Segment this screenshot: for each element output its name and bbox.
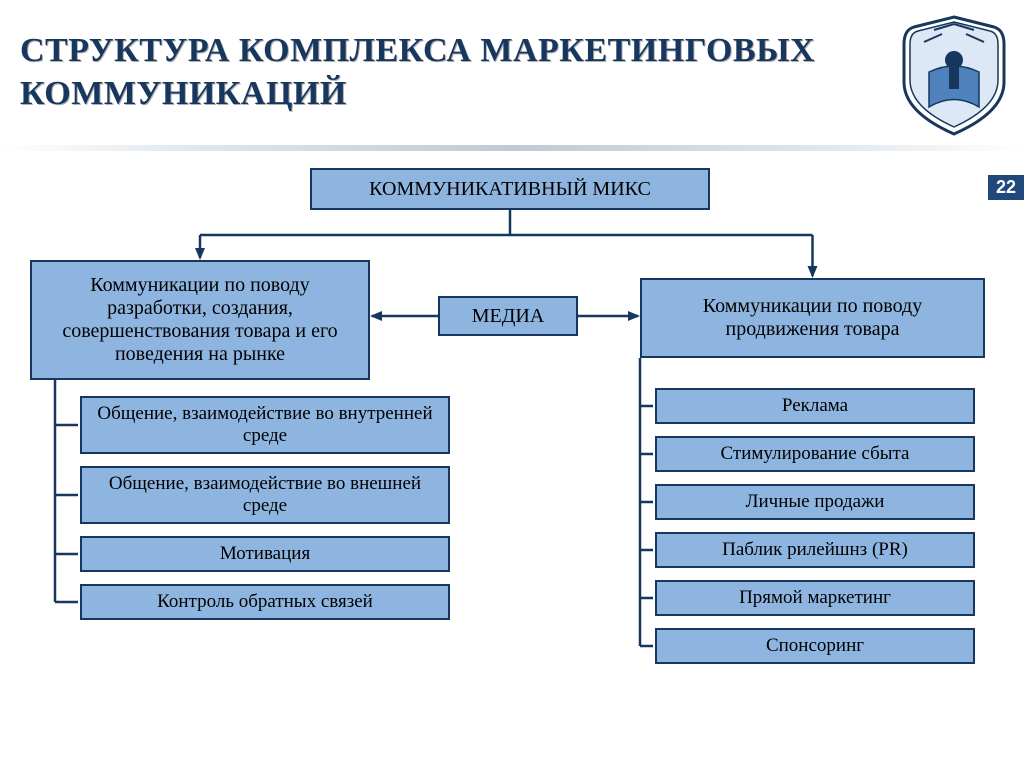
node-right-item-0: Реклама (655, 388, 975, 424)
node-media: МЕДИА (438, 296, 578, 336)
node-right-item-2: Личные продажи (655, 484, 975, 520)
node-left-main: Коммуникации по поводу разработки, созда… (30, 260, 370, 380)
node-left-item-2: Мотивация (80, 536, 450, 572)
shield-logo-icon (894, 12, 1014, 137)
node-left-item-3: Контроль обратных связей (80, 584, 450, 620)
node-right-item-4: Прямой маркетинг (655, 580, 975, 616)
node-root: КОММУНИКАТИВНЫЙ МИКС (310, 168, 710, 210)
diagram-canvas: КОММУНИКАТИВНЫЙ МИКС Коммуникации по пово… (0, 160, 1024, 760)
node-left-item-1: Общение, взаимодействие во внешней среде (80, 466, 450, 524)
node-left-item-0: Общение, взаимодействие во внутренней ср… (80, 396, 450, 454)
node-right-item-1: Стимулирование сбыта (655, 436, 975, 472)
header-divider (0, 145, 1024, 151)
node-right-item-5: Спонсоринг (655, 628, 975, 664)
node-right-item-3: Паблик рилейшнз (PR) (655, 532, 975, 568)
page-title: СТРУКТУРА КОМПЛЕКСА МАРКЕТИНГОВЫХ КОММУН… (20, 30, 1014, 115)
node-right-main: Коммуникации по поводу продвижения товар… (640, 278, 985, 358)
